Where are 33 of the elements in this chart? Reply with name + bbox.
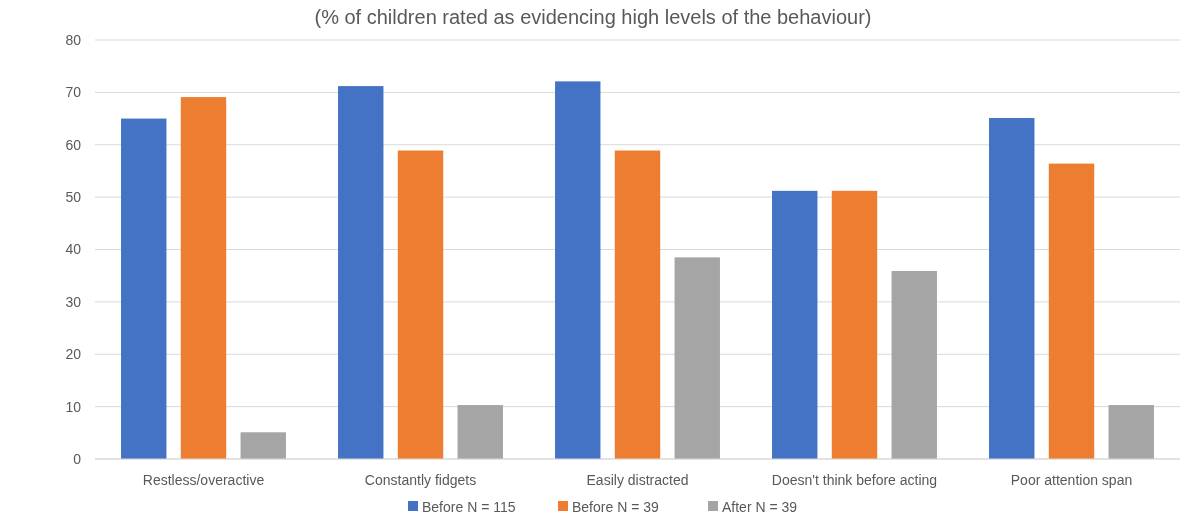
legend-label: Before N = 115 <box>422 498 516 515</box>
bar <box>457 405 503 459</box>
bar <box>555 81 601 459</box>
x-tick-label: Restless/overactive <box>142 472 265 488</box>
y-tick-label: 50 <box>65 189 82 206</box>
legend-label: Before N = 39 <box>572 498 659 515</box>
bar <box>989 118 1035 459</box>
y-tick-label: 80 <box>65 31 82 48</box>
bar <box>338 86 384 459</box>
x-tick-label: Constantly fidgets <box>364 472 477 488</box>
y-tick-label: 10 <box>65 398 82 415</box>
legend-label: After N = 39 <box>722 498 798 515</box>
x-tick-label: Poor attention span <box>1010 472 1133 488</box>
y-tick-label: 30 <box>65 293 82 310</box>
y-tick-label: 40 <box>65 241 82 258</box>
bar <box>772 190 818 459</box>
chart-title: (% of children rated as evidencing high levels of the behaviour) <box>314 6 872 28</box>
x-tick-label: Doesn't think before acting <box>771 472 938 488</box>
bar <box>1108 405 1154 459</box>
x-tick-label: Easily distracted <box>586 472 689 488</box>
bar <box>891 270 937 459</box>
y-tick-label: 20 <box>65 346 82 363</box>
bar <box>831 190 878 459</box>
bar <box>674 257 720 459</box>
bar <box>240 432 286 459</box>
y-tick-label: 0 <box>73 450 82 467</box>
bar <box>397 150 444 459</box>
bar <box>614 150 661 459</box>
y-tick-label: 70 <box>65 84 82 101</box>
y-tick-label: 60 <box>65 136 82 153</box>
bar <box>1048 163 1095 459</box>
bar <box>180 97 227 459</box>
bar <box>121 118 167 459</box>
